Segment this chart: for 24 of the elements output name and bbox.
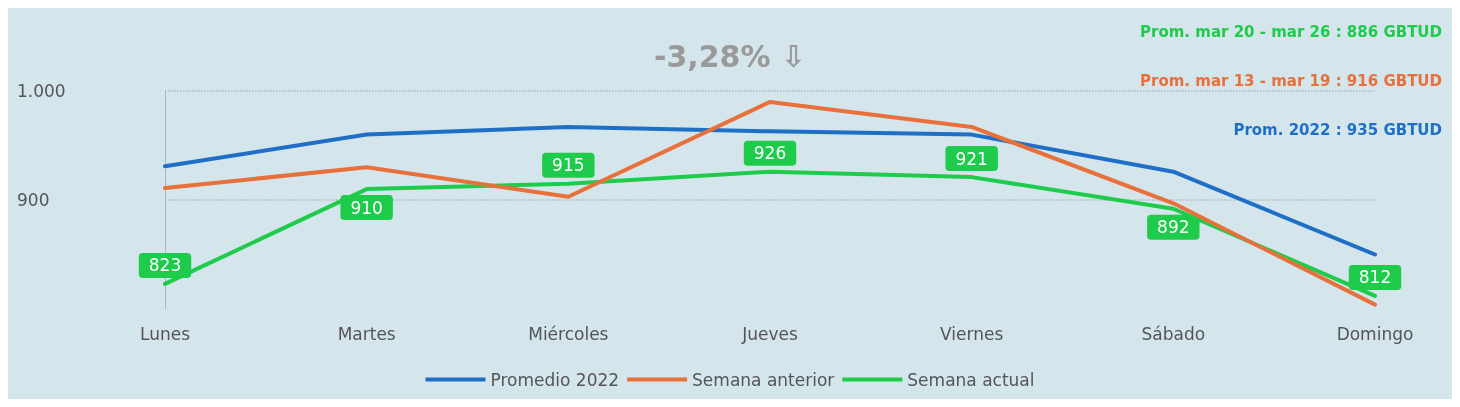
data-label: 892 [1157, 217, 1190, 238]
line-series [163, 124, 1377, 257]
legend-label: Semana actual [907, 369, 1035, 390]
legend-label: Semana anterior [692, 369, 835, 390]
x-tick-label: Miércoles [528, 323, 609, 344]
data-label: 910 [350, 197, 383, 218]
chart-title: -3,28% ⇩ [653, 38, 807, 74]
data-label: 812 [1358, 267, 1392, 288]
x-tick-label: Martes [337, 323, 396, 344]
x-tick-label: Viernes [940, 323, 1004, 344]
x-tick-label: Domingo [1336, 323, 1414, 344]
x-tick-label: Lunes [139, 323, 191, 344]
x-tick-label: Sábado [1141, 323, 1206, 344]
x-tick-label: Jueves [741, 323, 798, 344]
data-label: 926 [753, 143, 787, 164]
annotation: Prom. 2022 : 935 GBTUD [1233, 120, 1443, 139]
data-label: 823 [148, 255, 182, 276]
text: Prom. mar 13 - mar 19 : 916 GBTUD [1140, 71, 1443, 90]
y-tick-label: 1.000 [17, 81, 66, 101]
data-label: 915 [552, 155, 585, 176]
y-tick-label: 900 [17, 190, 50, 210]
text: Prom. mar 20 - mar 26 : 886 GBTUD [1140, 22, 1443, 41]
legend-label: Promedio 2022 [490, 369, 620, 390]
data-label: 921 [955, 148, 988, 169]
